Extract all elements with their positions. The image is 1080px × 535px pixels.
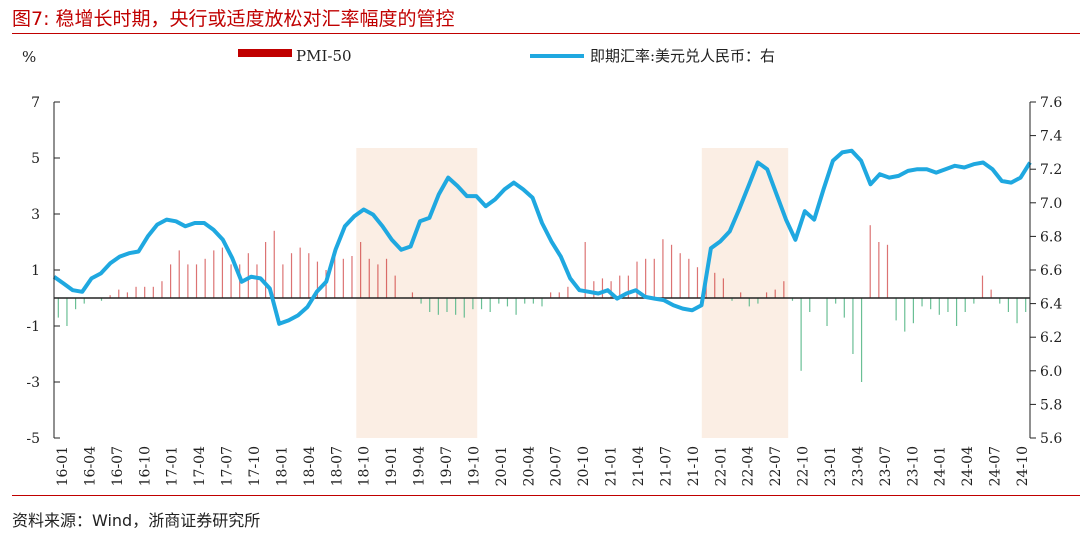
x-tick-label: 20-10 [576,446,592,486]
right-tick-label: 6.8 [1040,229,1062,245]
right-tick-label: 7.2 [1040,162,1062,178]
x-tick-label: 23-04 [850,446,866,486]
left-tick-labels: 7 5 3 1 -1 -3 -5 [26,95,60,447]
x-tick-label: 21-07 [658,446,674,486]
left-tick-label: -5 [26,431,40,447]
x-tick-label: 17-07 [220,446,236,486]
x-tick-label: 22-04 [741,446,757,486]
footer-divider [12,495,1080,496]
right-tick-label: 6.6 [1040,263,1062,279]
left-tick-label: 7 [31,95,40,111]
x-tick-label: 20-07 [549,446,565,486]
left-tick-label: 1 [31,263,40,279]
pmi-bars [57,225,1027,382]
x-tick-label: 17-10 [247,446,263,486]
shaded-period-1 [356,148,478,438]
x-tick-label: 21-10 [686,446,702,486]
x-tick-label: 23-10 [905,446,921,486]
x-tick-label: 20-01 [494,446,510,486]
x-tick-label: 22-10 [796,446,812,486]
right-tick-labels: 7.6 7.4 7.2 7.0 6.8 6.6 6.4 6.2 6.0 5.8 5.6 [1030,95,1062,447]
x-tick-label: 24-01 [933,446,949,486]
fx-rate-line [52,148,1032,326]
right-tick-label: 5.6 [1040,431,1062,447]
left-tick-label: 5 [31,151,40,167]
x-tick-label: 23-01 [823,446,839,486]
x-tick-label: 20-04 [521,446,537,486]
x-tick-label: 23-07 [878,446,894,486]
x-tick-label: 19-04 [412,446,428,486]
x-tick-label: 19-07 [439,446,455,486]
x-tick-labels: 16-01 16-04 16-07 16-10 17-01 17-04 17-07 17-10… [55,446,1031,486]
right-tick-label: 7.6 [1040,95,1062,111]
x-tick-label: 18-07 [329,446,345,486]
x-tick-label: 22-01 [713,446,729,486]
x-tick-label: 16-01 [55,446,71,486]
title-divider [12,33,1080,34]
right-tick-label: 6.2 [1040,330,1062,346]
left-tick-label: -3 [26,375,40,391]
x-tick-label: 17-01 [165,446,181,486]
x-tick-label: 21-01 [604,446,620,486]
right-tick-label: 5.8 [1040,397,1062,413]
x-tick-label: 17-04 [192,446,208,486]
x-tick-label: 16-04 [82,446,98,486]
right-tick-label: 7.4 [1040,129,1062,145]
x-tick-label: 18-10 [357,446,373,486]
chart-title: 图7: 稳增长时期，央行或适度放松对汇率幅度的管控 [12,8,455,30]
left-tick-label: 3 [31,207,40,223]
left-axis-unit: % [22,48,36,66]
x-tick-label: 16-10 [137,446,153,486]
x-tick-label: 18-04 [302,446,318,486]
left-tick-label: -1 [26,319,40,335]
right-tick-label: 6.0 [1040,364,1062,380]
right-tick-label: 7.0 [1040,196,1062,212]
legend-line-label: 即期汇率:美元兑人民币：右 [590,47,775,65]
x-tick-label: 16-07 [110,446,126,486]
x-tick-label: 21-04 [631,446,647,486]
x-tick-label: 19-01 [384,446,400,486]
x-tick-label: 22-07 [768,446,784,486]
right-tick-label: 6.4 [1040,297,1062,313]
legend-bar-swatch [238,49,292,57]
chart-svg: 7 5 3 1 -1 -3 -5 7.6 7.4 7.2 7.0 6.8 6.6 6.4 6.2 6.0 5.… [22,47,1062,486]
x-tick-label: 24-07 [988,446,1004,486]
legend: PMI-50 即期汇率:美元兑人民币：右 [238,47,775,65]
source-note: 资料来源：Wind，浙商证券研究所 [12,511,261,530]
x-tick-label: 24-04 [960,446,976,486]
x-tick-label: 24-10 [1015,446,1031,486]
x-tick-label: 19-10 [466,446,482,486]
x-tick-label: 18-01 [274,446,290,486]
legend-bar-label: PMI-50 [296,47,352,65]
